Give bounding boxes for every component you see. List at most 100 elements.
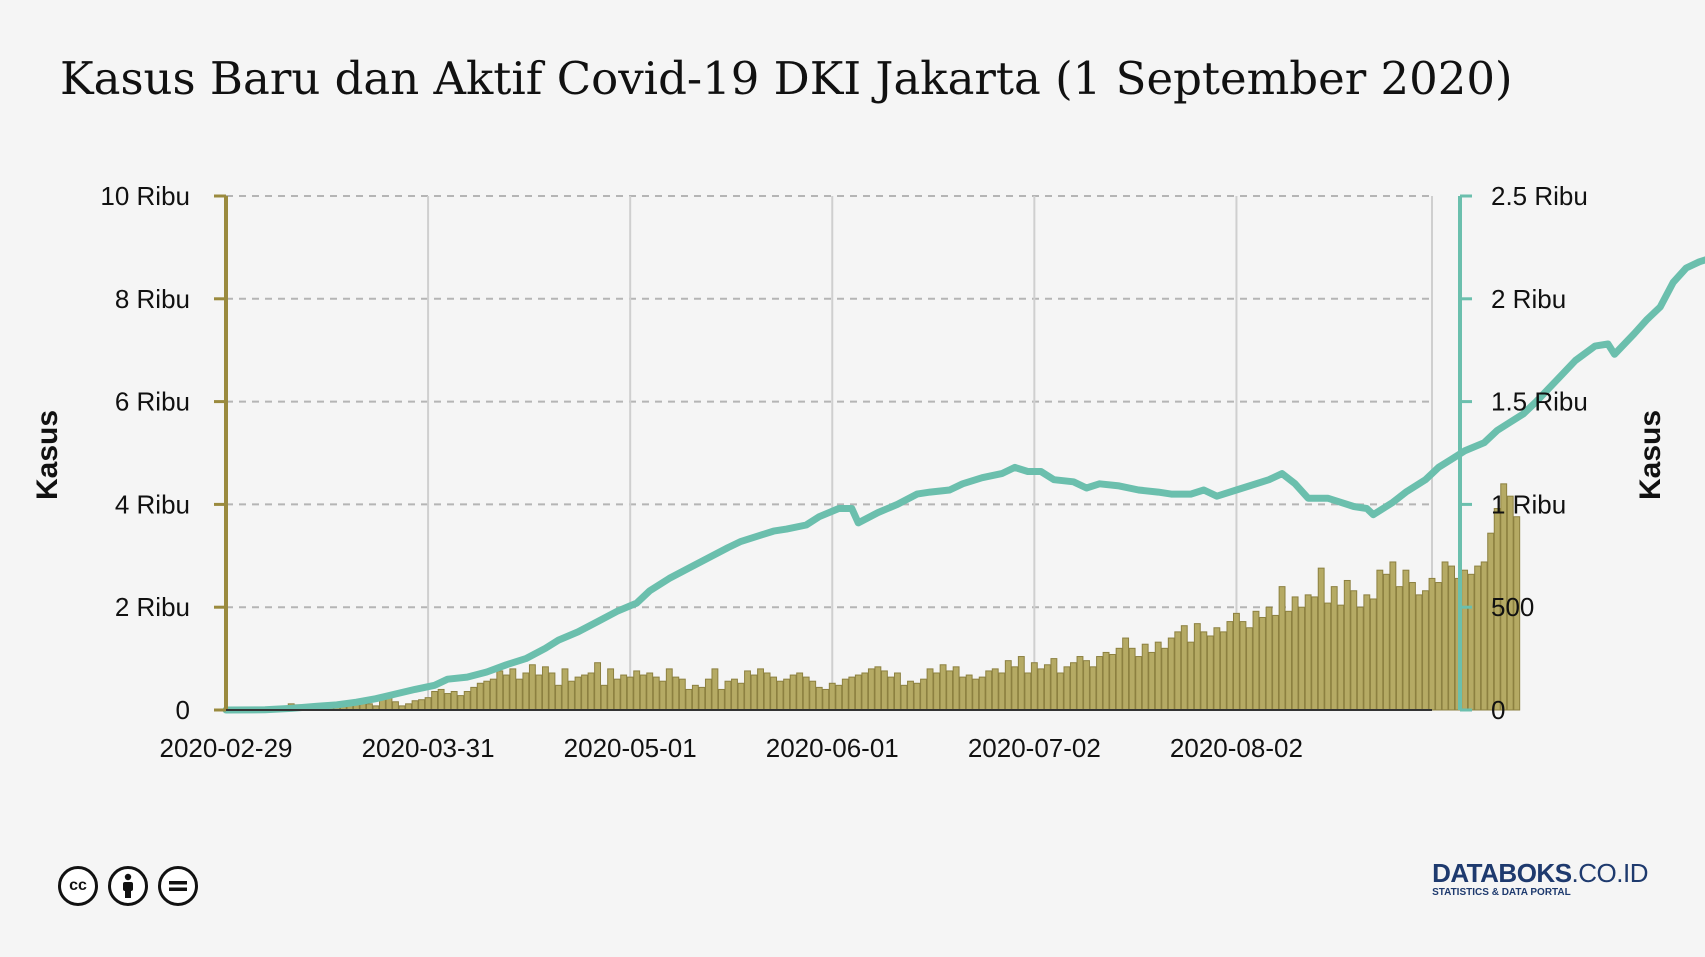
bar bbox=[659, 680, 667, 711]
bar bbox=[835, 684, 843, 711]
bar bbox=[1115, 647, 1123, 711]
bar bbox=[450, 690, 458, 711]
bar bbox=[1278, 586, 1286, 711]
right-tick-label: 2.5 Ribu bbox=[1491, 181, 1588, 211]
bar bbox=[1324, 602, 1332, 711]
bar bbox=[913, 682, 921, 711]
brand-logo: DATABOKS.CO.ID STATISTICS & DATA PORTAL bbox=[1432, 858, 1648, 898]
bar bbox=[1011, 666, 1019, 711]
bar bbox=[1265, 606, 1273, 711]
bar bbox=[1102, 651, 1110, 711]
bar bbox=[828, 682, 836, 711]
bar bbox=[1422, 590, 1429, 711]
active-cases-line bbox=[222, 256, 1705, 714]
bar bbox=[1461, 569, 1469, 711]
bar bbox=[1298, 606, 1306, 711]
bar bbox=[770, 676, 778, 711]
bar bbox=[1030, 662, 1038, 711]
bar bbox=[698, 686, 706, 711]
bar bbox=[444, 693, 452, 711]
bar bbox=[1070, 662, 1077, 711]
bar bbox=[1252, 610, 1260, 711]
brand-suffix: .CO.ID bbox=[1571, 858, 1649, 888]
right-tick-label: 0 bbox=[1491, 695, 1505, 725]
bar bbox=[626, 676, 634, 711]
right-tick-label: 2 Ribu bbox=[1491, 284, 1566, 314]
chart-title: Kasus Baru dan Aktif Covid-19 DKI Jakart… bbox=[60, 52, 1513, 105]
bar bbox=[802, 676, 810, 711]
bar bbox=[815, 686, 823, 711]
bar bbox=[1128, 647, 1136, 711]
bar bbox=[1474, 565, 1482, 711]
bar bbox=[470, 686, 478, 711]
bar bbox=[515, 678, 523, 711]
bar bbox=[522, 672, 530, 711]
bar bbox=[541, 666, 549, 711]
bar bbox=[581, 674, 588, 711]
bar bbox=[1219, 631, 1227, 711]
bar bbox=[1337, 604, 1345, 711]
bar bbox=[1096, 656, 1103, 711]
bar bbox=[1232, 612, 1240, 711]
bar bbox=[1409, 582, 1416, 711]
bar bbox=[587, 672, 595, 711]
bar bbox=[1402, 569, 1410, 711]
bar bbox=[1291, 596, 1299, 711]
bar bbox=[933, 672, 940, 711]
bar bbox=[731, 678, 738, 711]
bar bbox=[1246, 627, 1253, 711]
bar bbox=[1004, 660, 1012, 711]
bar bbox=[1376, 569, 1384, 711]
bar bbox=[809, 680, 817, 711]
bar bbox=[1448, 565, 1455, 711]
bar bbox=[704, 678, 712, 711]
bar bbox=[985, 670, 993, 711]
left-tick-label: 4 Ribu bbox=[115, 489, 190, 519]
bar bbox=[1343, 579, 1351, 711]
bar bbox=[1174, 631, 1182, 711]
bar bbox=[509, 668, 517, 711]
bar bbox=[757, 668, 764, 711]
bar bbox=[900, 684, 908, 711]
line-series bbox=[222, 256, 1705, 714]
bar bbox=[841, 678, 849, 711]
x-tick-label: 2020-06-01 bbox=[766, 733, 899, 763]
bar bbox=[959, 676, 967, 711]
bar bbox=[431, 690, 439, 711]
bar bbox=[476, 682, 484, 711]
left-tick-label: 8 Ribu bbox=[115, 284, 190, 314]
bar bbox=[1428, 577, 1436, 711]
bar bbox=[939, 664, 947, 711]
bar bbox=[528, 664, 536, 711]
bar bbox=[796, 672, 804, 711]
bar bbox=[711, 668, 719, 711]
bar bbox=[1167, 637, 1175, 711]
x-tick-label: 2020-08-02 bbox=[1170, 733, 1303, 763]
bar bbox=[854, 674, 862, 711]
bar bbox=[1239, 621, 1247, 711]
bar bbox=[1024, 672, 1032, 711]
bar bbox=[1063, 666, 1071, 711]
bar bbox=[763, 672, 771, 711]
bar bbox=[1330, 586, 1338, 711]
right-tick-label: 1.5 Ribu bbox=[1491, 387, 1588, 417]
bar bbox=[620, 674, 628, 711]
bar bbox=[1500, 483, 1508, 711]
bar bbox=[1017, 656, 1025, 711]
bar bbox=[437, 688, 445, 711]
left-tick-label: 2 Ribu bbox=[115, 592, 190, 622]
x-tick-label: 2020-02-29 bbox=[160, 733, 293, 763]
bar bbox=[1435, 582, 1442, 711]
bar bbox=[1356, 606, 1364, 711]
bar bbox=[1037, 668, 1045, 711]
bar bbox=[1369, 598, 1377, 711]
bar bbox=[998, 672, 1006, 711]
bar bbox=[685, 688, 693, 711]
bar bbox=[1187, 641, 1195, 711]
bar bbox=[750, 674, 758, 711]
bar bbox=[457, 695, 465, 711]
bar bbox=[1141, 643, 1149, 711]
bar bbox=[1076, 656, 1084, 711]
bar bbox=[867, 668, 875, 711]
